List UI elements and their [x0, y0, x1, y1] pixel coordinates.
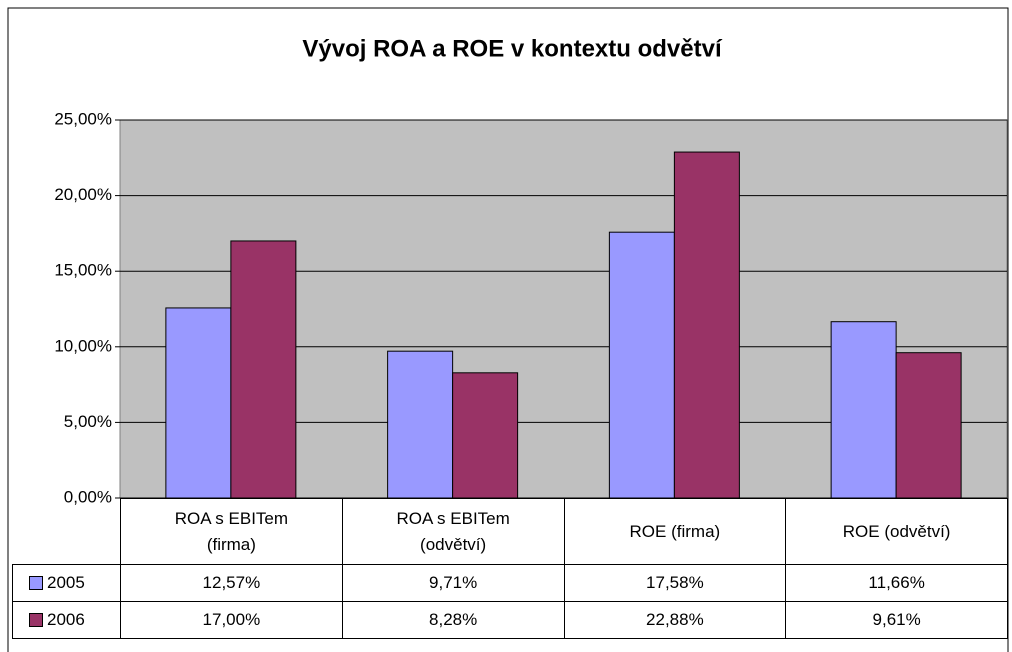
bar	[895, 352, 962, 499]
legend-cell: 2006	[12, 601, 121, 639]
legend-swatch	[29, 613, 43, 627]
y-tick-label: 20,00%	[54, 185, 112, 204]
chart-title: Vývoj ROA a ROE v kontextu odvětví	[302, 35, 723, 62]
bar	[165, 307, 232, 499]
y-tick-label: 5,00%	[64, 412, 112, 431]
bar	[830, 321, 897, 499]
category-cell: ROA s EBITem (firma)	[120, 498, 343, 565]
legend-cell: 2005	[12, 564, 121, 602]
y-tick-label: 25,00%	[54, 109, 112, 128]
y-tick-label: 15,00%	[54, 261, 112, 280]
bar	[452, 372, 519, 499]
category-cell: ROA s EBITem (odvětví)	[341, 498, 565, 565]
value-cell: 17,58%	[563, 564, 787, 602]
chart-border	[7, 7, 1009, 652]
bar	[608, 231, 675, 499]
y-tick-label: 10,00%	[54, 336, 112, 355]
value-cell: 9,61%	[785, 601, 1008, 639]
category-cell: ROE (firma)	[563, 498, 787, 565]
bar	[230, 240, 297, 499]
value-cell: 12,57%	[120, 564, 343, 602]
value-cell: 22,88%	[563, 601, 787, 639]
value-cell: 9,71%	[341, 564, 565, 602]
value-cell: 8,28%	[341, 601, 565, 639]
y-tick-label: 0,00%	[64, 487, 112, 506]
legend-label: 2005	[47, 573, 85, 592]
value-cell: 11,66%	[785, 564, 1008, 602]
value-cell: 17,00%	[120, 601, 343, 639]
legend-label: 2006	[47, 610, 85, 629]
bar	[387, 350, 454, 499]
legend-swatch	[29, 576, 43, 590]
category-cell: ROE (odvětví)	[785, 498, 1008, 565]
bar	[673, 151, 740, 499]
